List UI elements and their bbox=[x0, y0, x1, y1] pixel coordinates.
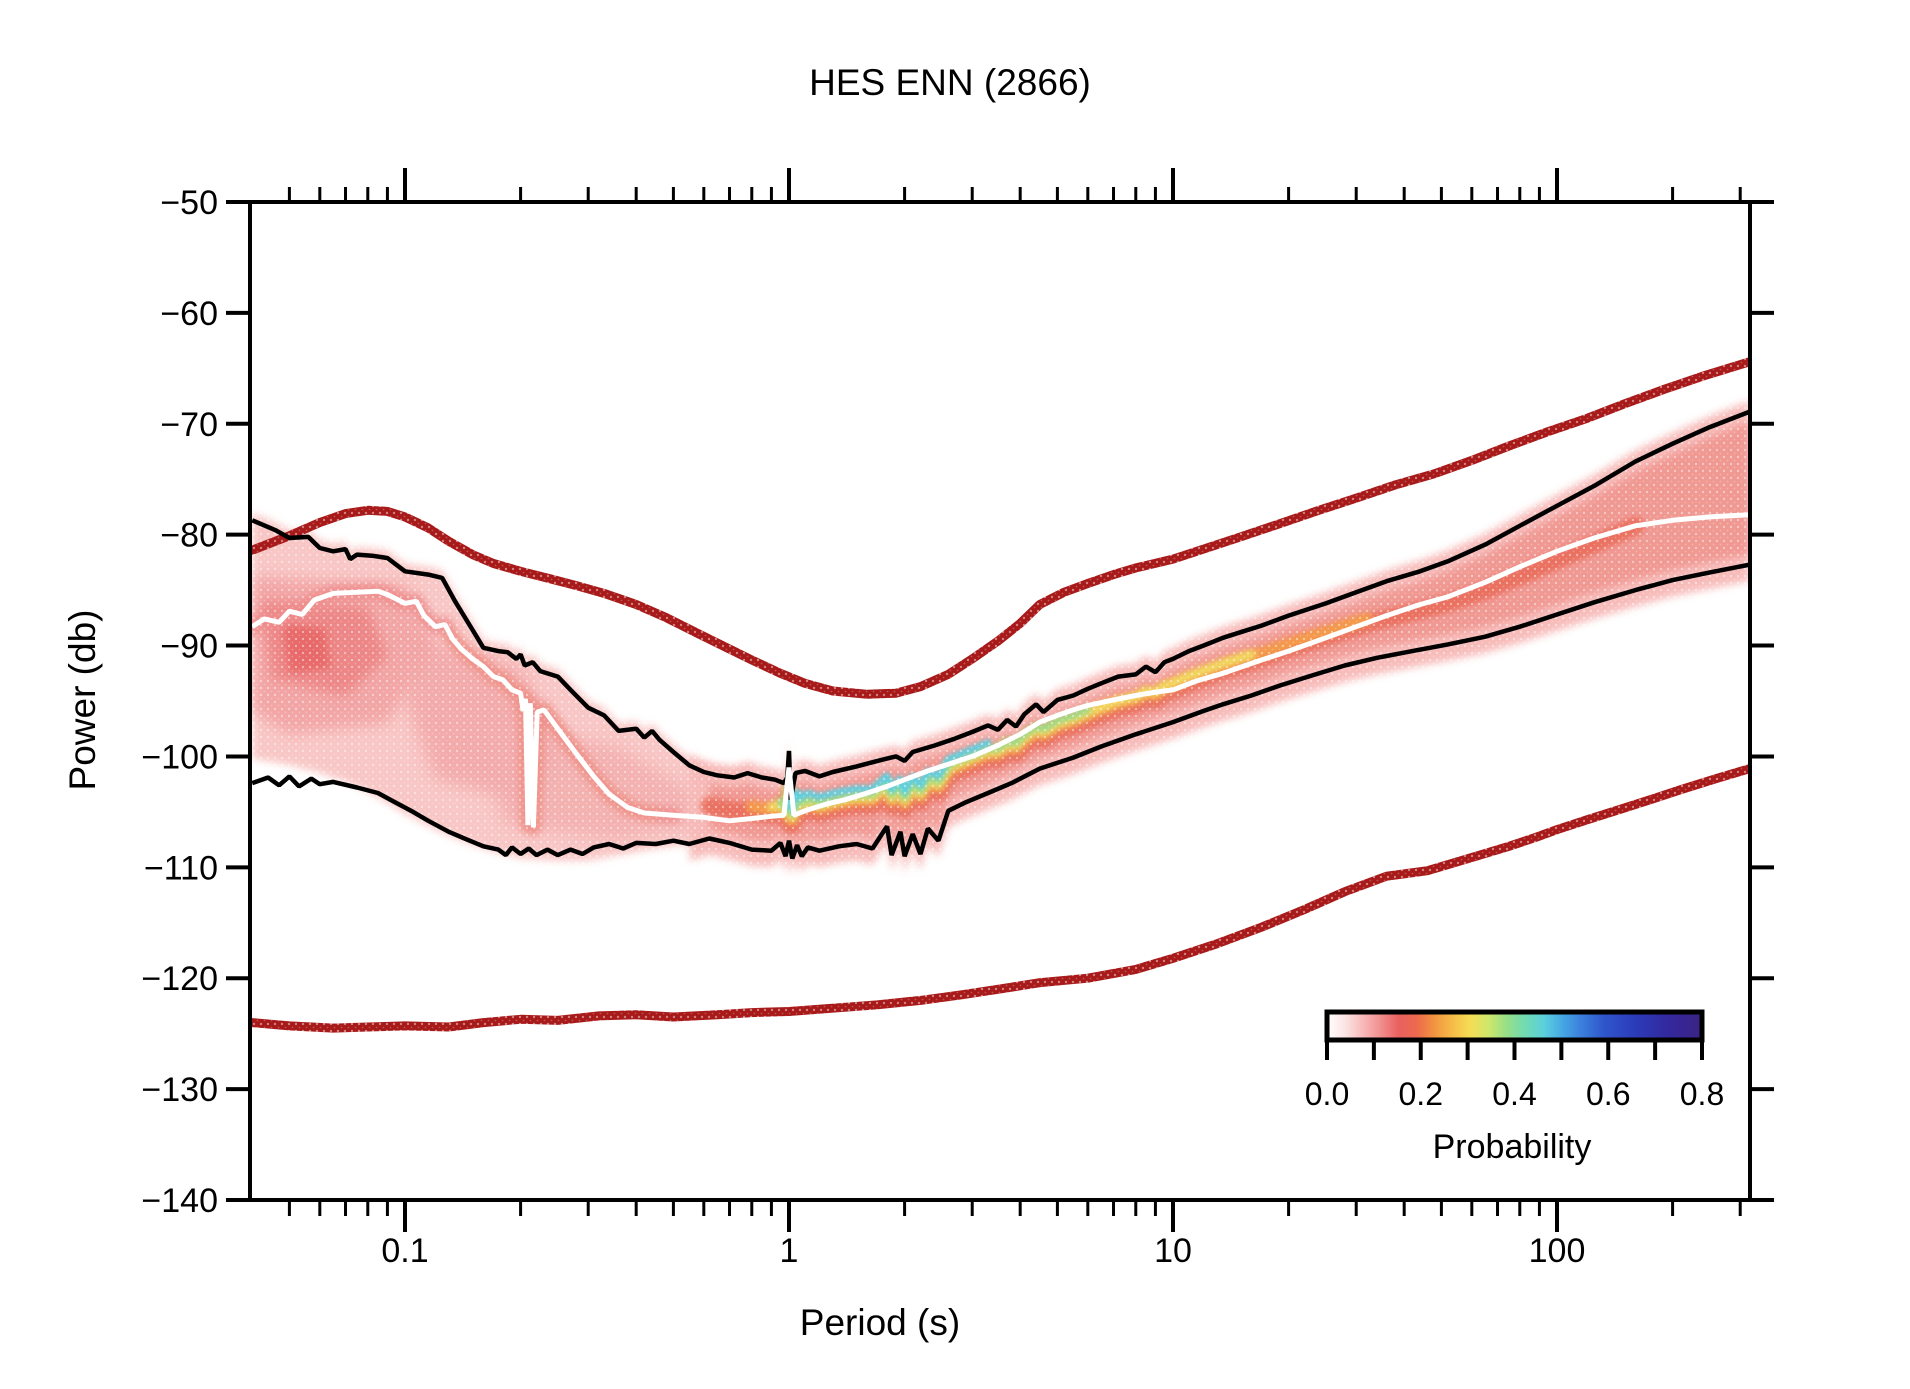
colorbar-gradient bbox=[1327, 1012, 1702, 1040]
colorbar-tick-label: 0.4 bbox=[1492, 1076, 1536, 1112]
axis-tick-labels: 0.1 1 10 100 −50 −60 −70 −80 −90 −100 −110 −120 −130… bbox=[141, 184, 1585, 1270]
y-tick-label: −120 bbox=[141, 960, 218, 998]
plot-title: HES ENN (2866) bbox=[809, 62, 1091, 103]
colorbar-title: Probability bbox=[1433, 1128, 1592, 1166]
axes-layer: 0.1 1 10 100 −50 −60 −70 −80 −90 −100 −110 −120 −130… bbox=[141, 168, 1774, 1270]
y-tick-label: −90 bbox=[160, 628, 218, 666]
upper-percentile-line bbox=[251, 409, 1750, 801]
axis-ticks bbox=[226, 168, 1774, 1232]
colorbar-labels: 0.0 0.2 0.4 0.6 0.8 bbox=[1305, 1076, 1724, 1112]
dither-texture bbox=[250, 202, 1750, 1200]
y-tick-label: −130 bbox=[141, 1071, 218, 1109]
x-tick-label: 1 bbox=[780, 1232, 799, 1270]
y-tick-label: −100 bbox=[141, 738, 218, 776]
y-tick-label: −60 bbox=[160, 295, 218, 333]
colorbar: 0.0 0.2 0.4 0.6 0.8 Probability bbox=[1305, 1009, 1724, 1166]
colorbar-tick-label: 0.0 bbox=[1305, 1076, 1349, 1112]
y-tick-label: −70 bbox=[160, 406, 218, 444]
x-axis-label: Period (s) bbox=[800, 1302, 960, 1343]
percentile-lines bbox=[250, 409, 1750, 860]
lower-percentile-line bbox=[251, 562, 1750, 860]
y-tick-label: −80 bbox=[160, 517, 218, 555]
colorbar-tick-label: 0.2 bbox=[1399, 1076, 1443, 1112]
x-tick-label: 100 bbox=[1529, 1232, 1586, 1270]
colorbar-ticks bbox=[1325, 1040, 1704, 1060]
x-tick-label: 0.1 bbox=[381, 1232, 428, 1270]
mode-line bbox=[250, 512, 1750, 828]
colorbar-tick-label: 0.6 bbox=[1586, 1076, 1630, 1112]
colorbar-tick-label: 0.8 bbox=[1680, 1076, 1724, 1112]
x-tick-label: 10 bbox=[1154, 1232, 1192, 1270]
plot-frame bbox=[248, 200, 1752, 1202]
y-tick-label: −140 bbox=[141, 1182, 218, 1220]
y-tick-label: −110 bbox=[144, 849, 218, 887]
y-axis-label: Power (db) bbox=[62, 610, 103, 791]
y-tick-label: −50 bbox=[160, 184, 218, 222]
